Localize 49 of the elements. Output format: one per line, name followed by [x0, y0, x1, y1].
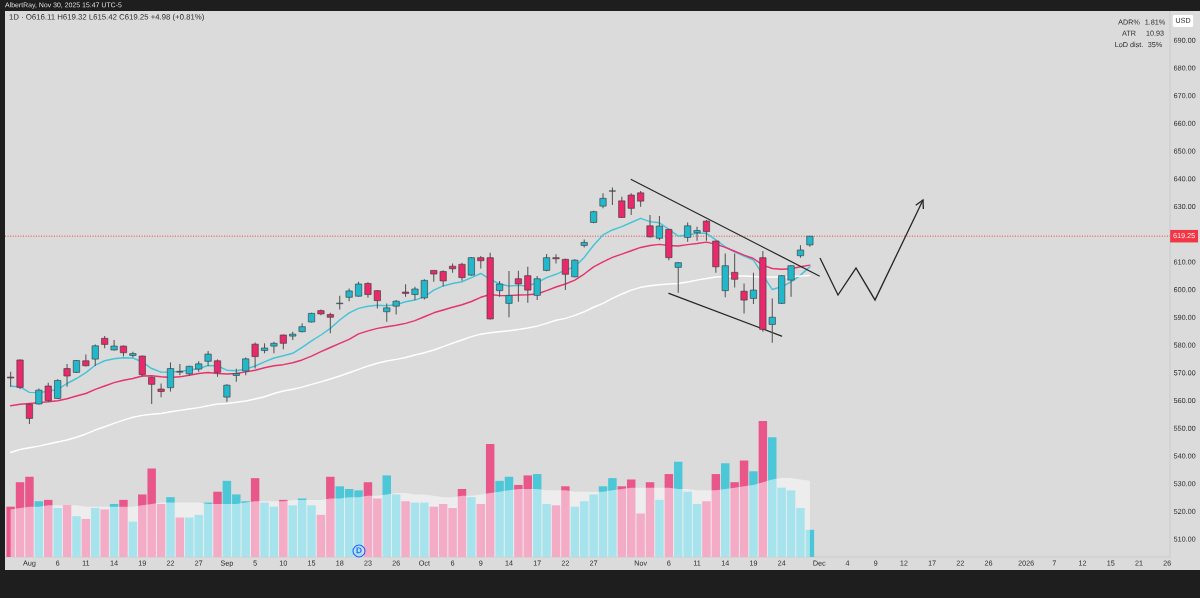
bar	[166, 497, 175, 557]
candlestick	[467, 256, 475, 277]
bar	[100, 509, 109, 557]
candlestick	[561, 258, 569, 291]
candlestick	[63, 363, 71, 388]
candlestick	[731, 252, 739, 289]
bar	[213, 491, 222, 557]
annotation: D	[356, 547, 362, 554]
bar	[401, 501, 410, 557]
bar	[664, 474, 674, 557]
bar	[91, 508, 100, 557]
candlestick	[740, 282, 748, 314]
candlestick	[693, 226, 701, 242]
candlestick	[82, 353, 90, 368]
candlestick	[552, 253, 560, 265]
bar	[34, 501, 44, 557]
candlestick	[505, 270, 513, 318]
candlestick	[684, 221, 692, 243]
bar	[749, 471, 758, 557]
bar	[44, 499, 53, 557]
bar	[175, 517, 185, 557]
candlestick	[251, 341, 259, 370]
line-series	[9, 217, 811, 394]
bar	[758, 421, 768, 557]
candlestick	[674, 261, 682, 294]
bar	[109, 503, 119, 557]
bar	[655, 499, 664, 557]
candlestick	[655, 215, 663, 241]
candlestick	[420, 278, 428, 301]
candlestick	[373, 289, 381, 309]
candlestick	[383, 302, 391, 323]
bar	[81, 518, 91, 557]
candlestick	[91, 343, 99, 367]
bar	[250, 478, 260, 557]
candlestick	[749, 272, 757, 305]
candlestick	[166, 361, 175, 393]
candlestick	[110, 339, 118, 352]
candlestick	[646, 214, 654, 238]
candlestick	[458, 262, 466, 282]
bar	[721, 463, 730, 557]
bar	[62, 505, 72, 557]
bar	[279, 499, 288, 557]
bar	[53, 508, 62, 557]
bar	[119, 499, 128, 557]
bar	[467, 497, 476, 557]
bar	[72, 516, 81, 557]
candlestick	[157, 382, 165, 398]
bar	[128, 521, 138, 557]
candlestick	[514, 270, 522, 303]
